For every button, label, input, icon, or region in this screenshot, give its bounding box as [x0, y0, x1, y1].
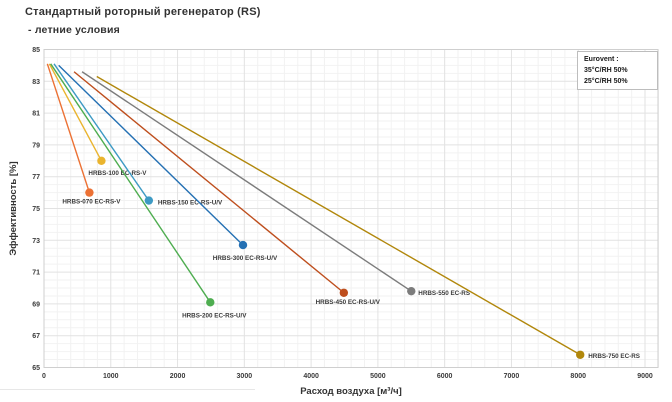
series-label: HRBS-070 EC-RS-V	[62, 199, 121, 206]
series-line	[48, 63, 103, 162]
series-hrbs-100-ec-rs-v: HRBS-100 EC-RS-V	[48, 63, 147, 177]
annotation-line-1: 35°C/RH 50%	[584, 66, 628, 74]
series-label: HRBS-200 EC-RS-U/V	[182, 312, 247, 319]
series-line	[46, 63, 91, 193]
page-subtitle: - летние условия	[28, 24, 120, 36]
series-hrbs-550-ec-rs: HRBS-550 EC-RS	[81, 71, 470, 297]
series-line	[81, 71, 412, 292]
x-tick-label: 9000	[637, 373, 653, 380]
y-tick-labels: 65 67 69 71 73 75 77 79 81 83 85	[32, 47, 40, 372]
x-axis-title: Расход воздуха [м³/ч]	[300, 386, 402, 397]
y-tick-label: 75	[32, 206, 40, 213]
series-endpoint-dot	[97, 156, 106, 165]
series-hrbs-200-ec-rs-u-v: HRBS-200 EC-RS-U/V	[50, 63, 247, 319]
x-tick-labels: 0 1000 2000 3000 4000 5000 6000 7000 8000 9000	[42, 373, 653, 380]
y-tick-label: 81	[32, 111, 40, 118]
x-tick-label: 6000	[437, 373, 453, 380]
annotation-title: Eurovent :	[584, 56, 619, 63]
page-title: Стандартный роторный регенератор (RS)	[25, 6, 261, 18]
series-hrbs-450-ec-rs-u-v: HRBS-450 EC-RS-U/V	[73, 71, 381, 306]
y-axis-title: Эффективность [%]	[8, 161, 19, 255]
y-tick-label: 77	[32, 174, 40, 181]
series-endpoint-dot	[339, 288, 349, 297]
eurovent-annotation-box: Eurovent : 35°C/RH 50% 25°C/RH 50%	[577, 51, 658, 90]
series-endpoint-dot	[238, 240, 248, 250]
series-label: HRBS-300 EC-RS-U/V	[213, 255, 278, 262]
plot-border	[43, 49, 659, 368]
x-tick-label: 5000	[370, 373, 386, 380]
grid-major	[44, 49, 658, 368]
y-tick-label: 85	[32, 47, 40, 54]
series-label: HRBS-550 EC-RS	[418, 290, 470, 297]
x-tick-label: 1000	[103, 373, 119, 380]
y-tick-label: 83	[32, 79, 40, 86]
series-endpoint-dot	[576, 350, 585, 359]
annotation-line-2: 25°C/RH 50%	[584, 77, 628, 85]
y-tick-label: 71	[32, 270, 40, 277]
series-endpoint-dot	[407, 286, 416, 296]
series-endpoint-dot	[85, 188, 94, 197]
series-hrbs-750-ec-rs: HRBS-750 EC-RS	[96, 75, 640, 360]
series-label: HRBS-150 EC-RS-U/V	[158, 200, 223, 207]
x-tick-label: 4000	[303, 373, 319, 380]
x-tick-label: 8000	[570, 373, 586, 380]
y-tick-label: 79	[32, 142, 40, 149]
series-label: HRBS-100 EC-RS-V	[88, 170, 147, 177]
series-line	[73, 71, 345, 294]
series-line	[53, 63, 150, 201]
series-hrbs-070-ec-rs-v: HRBS-070 EC-RS-V	[46, 63, 121, 206]
series-endpoint-dot	[206, 298, 215, 307]
series-label: HRBS-750 EC-RS	[588, 353, 640, 360]
series-line	[58, 64, 244, 246]
bottom-divider	[0, 389, 255, 390]
x-tick-label: 7000	[504, 373, 520, 380]
series-hrbs-150-ec-rs-u-v: HRBS-150 EC-RS-U/V	[53, 63, 223, 207]
y-tick-label: 73	[32, 238, 40, 245]
y-tick-label: 67	[32, 333, 40, 340]
series-line	[96, 75, 581, 356]
series-endpoint-dot	[144, 196, 154, 205]
x-tick-label: 3000	[237, 373, 253, 380]
series-label: HRBS-450 EC-RS-U/V	[316, 299, 381, 306]
y-tick-label: 65	[32, 365, 40, 372]
series-line	[50, 63, 211, 303]
series-hrbs-300-ec-rs-u-v: HRBS-300 EC-RS-U/V	[58, 64, 278, 262]
x-tick-label: 2000	[170, 373, 186, 380]
x-tick-label: 0	[42, 373, 46, 380]
y-tick-label: 69	[32, 301, 40, 308]
